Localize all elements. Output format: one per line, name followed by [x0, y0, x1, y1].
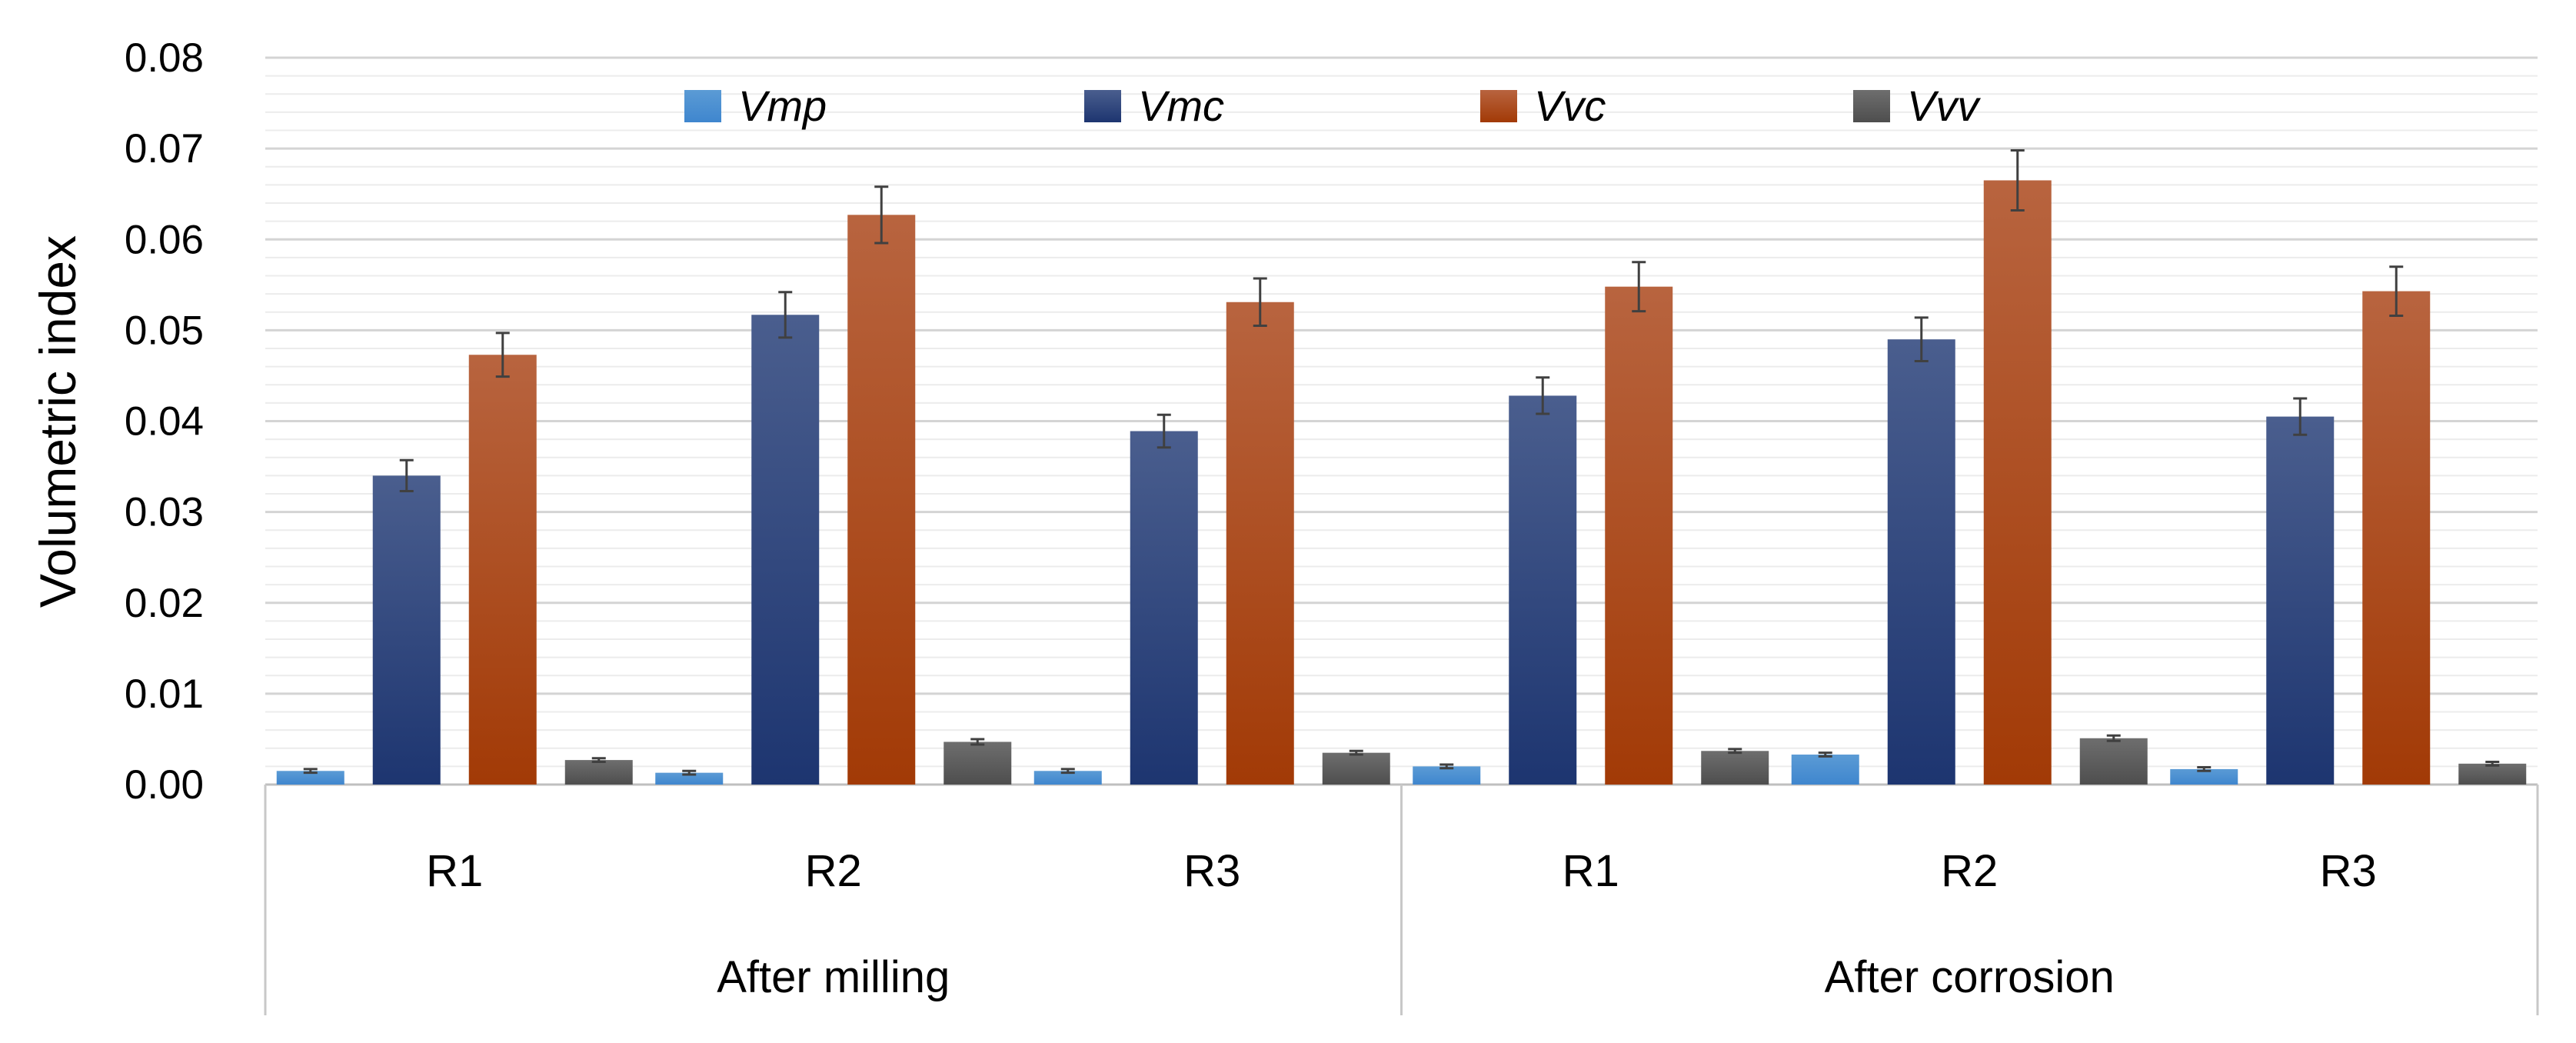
- y-tick-label: 0.07: [125, 126, 204, 172]
- legend-swatch-vmc: [1084, 90, 1121, 122]
- bar-vvv-4: [2079, 738, 2148, 785]
- bar-vvc-5: [2362, 291, 2431, 785]
- legend-swatch-vmp: [684, 90, 721, 122]
- bar-vmc-1: [751, 315, 820, 785]
- bar-vmp-1: [655, 772, 724, 785]
- category-label: R3: [1183, 846, 1240, 896]
- legend-label-vmc: Vmc: [1138, 82, 1224, 130]
- bar-vvv-5: [2458, 763, 2527, 785]
- bar-vmp-2: [1033, 771, 1102, 785]
- bar-vmc-2: [1130, 431, 1198, 785]
- group-label: After milling: [717, 952, 950, 1002]
- legend-label-vvv: Vvv: [1907, 82, 1981, 130]
- bar-vvv-2: [1322, 752, 1390, 785]
- bar-vvv-3: [1701, 751, 1769, 785]
- bars: [276, 148, 2527, 785]
- y-tick-label: 0.04: [125, 399, 204, 445]
- legend-swatch-vvv: [1853, 90, 1890, 122]
- bar-vmc-3: [1509, 395, 1577, 785]
- y-tick-label: 0.06: [125, 217, 204, 262]
- bar-vvc-2: [1226, 302, 1294, 785]
- bar-vvc-3: [1605, 286, 1673, 785]
- category-label: R1: [426, 846, 483, 896]
- bar-vmp-5: [2170, 768, 2238, 785]
- category-label: R2: [1941, 846, 1998, 896]
- legend-label-vmp: Vmp: [738, 82, 827, 130]
- axes: [264, 783, 2539, 1015]
- y-tick-label: 0.03: [125, 490, 204, 535]
- legend-swatch-vvc: [1480, 90, 1517, 122]
- category-label: R2: [805, 846, 862, 896]
- category-label: R3: [2320, 846, 2377, 896]
- bar-vvc-1: [847, 215, 916, 785]
- gridlines: [265, 56, 2538, 768]
- bar-vmp-4: [1791, 755, 1859, 785]
- axis-labels: 0.00 0.01 0.02 0.03 0.04 0.05 0.06 0.07 0.08 R1 R2…: [29, 35, 2377, 1002]
- y-tick-label: 0.08: [125, 35, 204, 81]
- category-label: R1: [1563, 846, 1619, 896]
- y-tick-label: 0.00: [125, 762, 204, 808]
- y-tick-label: 0.05: [125, 308, 204, 353]
- y-tick-label: 0.01: [125, 671, 204, 717]
- bar-vvv-0: [564, 760, 633, 785]
- legend-label-vvc: Vvc: [1534, 82, 1606, 130]
- bar-vmc-5: [2266, 416, 2335, 785]
- legend: Vmp Vmc Vvc Vvv: [684, 82, 1981, 130]
- bar-vmc-4: [1887, 339, 1955, 785]
- bar-vvc-4: [1983, 180, 2052, 785]
- bar-vmc-0: [372, 475, 441, 785]
- bar-vvc-0: [468, 355, 537, 785]
- bar-vvv-1: [944, 741, 1012, 785]
- y-axis-label: Volumetric index: [29, 235, 86, 608]
- y-tick-label: 0.02: [125, 581, 204, 626]
- group-label: After corrosion: [1825, 952, 2115, 1002]
- bar-vmp-3: [1413, 766, 1481, 785]
- bar-vmp-0: [276, 771, 344, 785]
